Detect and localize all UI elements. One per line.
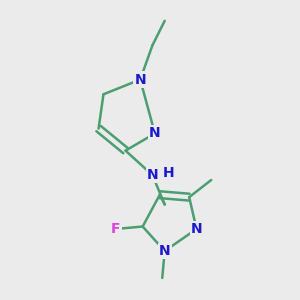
Text: N: N: [134, 73, 146, 87]
Text: N: N: [147, 168, 158, 182]
Text: N: N: [191, 222, 202, 236]
Text: N: N: [149, 127, 161, 140]
Text: F: F: [111, 222, 121, 236]
Text: N: N: [159, 244, 170, 258]
Text: H: H: [163, 166, 174, 180]
